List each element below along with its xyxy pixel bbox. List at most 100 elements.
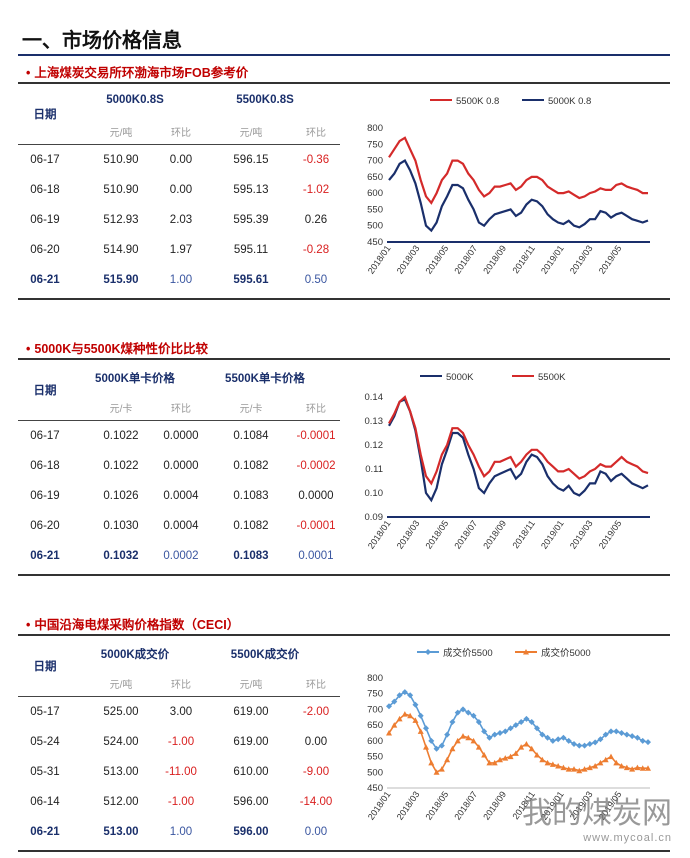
data-point [518,719,525,725]
date-cell: 06-17 [30,430,60,442]
data-point [549,737,556,744]
x-tick-label: 2018/03 [395,243,422,275]
unit-label: 元/吨 [239,680,263,691]
data-point [623,764,630,771]
value-cell: -9.00 [302,766,330,778]
data-point [417,712,424,719]
value-cell: 0.1083 [233,550,269,562]
value-cell: -2.00 [302,706,330,718]
data-point [518,744,525,750]
data-point [528,719,535,725]
data-point [629,766,636,772]
y-tick-label: 550 [367,752,383,763]
data-point [412,701,419,708]
series-line [388,691,649,750]
value-cell: 525.00 [103,706,139,718]
y-tick-label: 600 [367,736,383,747]
value-cell: 2.03 [169,214,193,226]
value-cell: 596.00 [233,796,269,808]
y-tick-label: 550 [367,204,383,215]
section-heading: • 5000K与5500K煤种性价比比较 [26,338,208,357]
value-cell: 524.00 [103,736,139,748]
value-cell: 0.0000 [163,460,199,472]
section-heading-text: 上海煤炭交易所环渤海市场FOB参考价 [34,66,249,80]
date-cell: 06-21 [30,826,60,838]
bullet-dot: • [26,342,31,356]
value-cell: 595.13 [233,184,269,196]
group1-header: 5000K单卡价格 [95,373,175,385]
data-point [481,752,488,758]
data-point [497,730,503,736]
data-point [534,752,540,758]
data-point [502,755,509,761]
x-tick-label: 2018/09 [481,243,508,275]
data-point [597,759,604,766]
date-column-header: 日期 [33,109,57,121]
data-point [512,750,519,756]
y-tick-label: 0.14 [365,392,384,403]
data-point [396,692,403,699]
value-cell: 515.90 [103,274,139,286]
data-point [608,753,614,760]
legend-label: 5000K [446,372,474,383]
data-point [497,756,503,763]
data-point [438,742,445,749]
data-point [486,759,493,766]
y-tick-label: 450 [367,237,383,248]
legend-label: 5500K [538,372,566,383]
data-point [407,692,414,699]
y-tick-label: 0.12 [365,440,384,451]
date-cell: 06-21 [30,274,60,286]
value-cell: -0.36 [302,154,330,166]
value-cell: 3.00 [169,706,193,718]
value-cell: 0.00 [169,184,193,196]
data-point [565,766,572,772]
date-cell: 06-19 [30,490,60,502]
value-cell: -1.02 [302,184,330,196]
data-point [386,703,392,710]
table-header-rule [18,420,340,421]
group1-header: 5000K0.8S [106,94,164,106]
x-tick-label: 2019/03 [568,518,595,550]
y-tick-label: 0.11 [365,464,383,475]
date-cell: 05-24 [30,736,60,748]
value-cell: 610.00 [233,766,269,778]
value-cell: 0.1026 [103,490,139,502]
table-header-rule [18,144,340,145]
value-cell: 0.1082 [233,520,269,532]
section-heading: • 中国沿海电煤采购价格指数（CECI） [26,614,239,633]
y-tick-label: 700 [367,156,383,167]
table-bottom-rule [18,850,670,852]
data-point [623,731,630,738]
table-header-rule [18,696,340,697]
data-point [555,736,562,743]
data-point [454,737,461,744]
data-point [391,698,398,705]
y-tick-label: 0.13 [365,416,384,427]
y-tick-label: 450 [367,783,383,794]
data-point [460,706,466,713]
value-cell: 0.00 [304,826,328,838]
x-tick-label: 2018/07 [452,789,479,821]
data-point [581,766,588,772]
date-column-header: 日期 [33,661,57,673]
page-title: 一、市场价格信息 [22,30,182,52]
value-cell: -1.00 [167,796,195,808]
y-tick-label: 600 [367,188,383,199]
data-point [608,728,614,735]
date-column-header: 日期 [33,385,57,397]
data-point [438,766,445,772]
data-point [523,741,530,747]
y-tick-label: 500 [367,767,383,778]
value-cell: 0.1022 [103,460,139,472]
data-point [586,741,593,747]
data-point [417,728,424,734]
legend-marker [523,649,529,655]
data-point [507,725,514,732]
data-point [592,739,599,746]
data-point [386,730,392,736]
section-heading-text: 5000K与5500K煤种性价比比较 [34,342,209,356]
legend-label: 5000K 0.8 [548,96,591,107]
data-point [629,733,636,740]
data-point [391,722,398,728]
